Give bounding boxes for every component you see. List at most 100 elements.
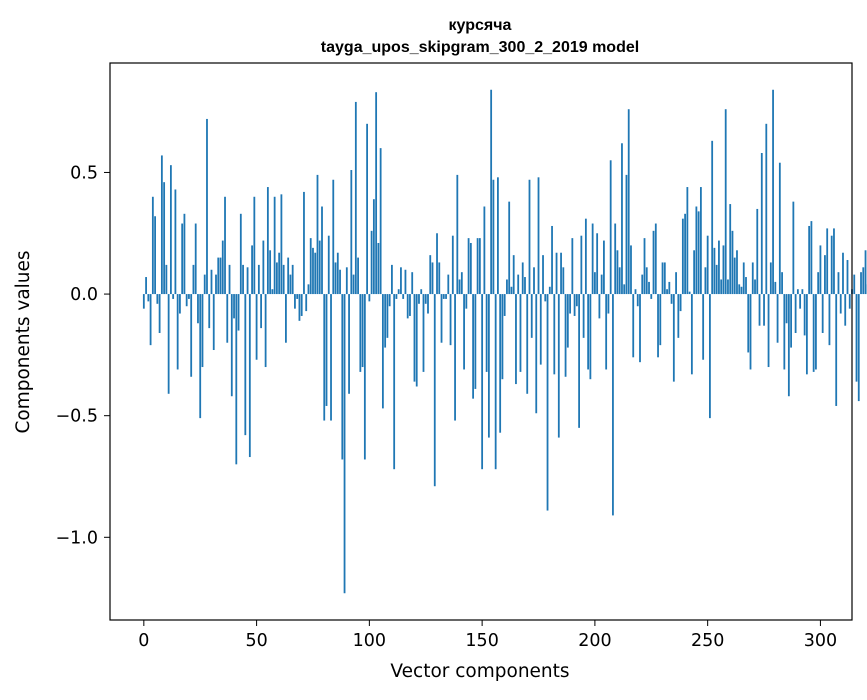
bar-12 [170,165,172,294]
chart-title: курсяча [449,17,512,34]
bar-267 [745,277,747,294]
bar-225 [650,294,652,299]
bar-195 [583,294,585,338]
bar-36 [224,197,226,294]
bar-266 [743,262,745,294]
bar-238 [680,294,682,311]
y-axis: −1.0−0.50.00.5 [56,163,111,548]
bar-242 [689,292,691,294]
bar-263 [736,250,738,294]
x-tick-label: 100 [353,631,386,651]
bar-260 [729,204,731,294]
x-tick-label: 300 [804,631,837,651]
bar-59 [276,262,278,294]
bar-38 [229,265,231,294]
bar-64 [287,258,289,294]
bar-200 [594,272,596,294]
bar-305 [831,236,833,294]
bar-320 [865,250,867,294]
bar-121 [416,294,418,386]
bar-255 [718,241,720,295]
bar-112 [396,294,398,299]
bar-256 [720,279,722,294]
bar-235 [673,294,675,382]
bar-319 [862,267,864,294]
bar-311 [844,294,846,326]
bar-188 [567,294,569,348]
bar-79 [321,207,323,295]
bar-234 [671,294,673,304]
bar-127 [429,255,431,294]
bar-110 [391,265,393,294]
bar-249 [705,267,707,294]
bar-57 [271,289,273,294]
bar-313 [849,294,851,309]
x-tick-label: 50 [245,631,267,651]
bar-83 [330,294,332,420]
bar-218 [635,289,637,294]
bar-100 [368,294,370,301]
bar-247 [700,187,702,294]
bar-163 [511,287,513,294]
bar-222 [644,238,646,294]
bar-134 [445,294,447,299]
bar-28 [206,119,208,294]
bar-296 [811,221,813,294]
bar-303 [826,228,828,294]
bar-191 [574,294,576,316]
bar-261 [732,231,734,294]
bar-230 [662,262,664,294]
bar-84 [332,180,334,294]
bar-165 [515,294,517,384]
bar-97 [362,294,364,367]
bar-111 [393,294,395,469]
bar-288 [792,202,794,294]
bar-145 [470,243,472,294]
bar-219 [637,294,639,306]
bar-295 [808,226,810,294]
bar-170 [526,294,528,394]
bar-198 [589,294,591,379]
bar-164 [513,255,515,294]
bar-253 [714,248,716,294]
bar-265 [741,287,743,294]
bar-196 [585,219,587,294]
bar-17 [181,224,183,295]
bar-49 [253,197,255,294]
bar-41 [235,294,237,464]
bar-272 [756,209,758,294]
bar-241 [686,187,688,294]
bar-209 [614,224,616,295]
bar-183 [556,253,558,294]
bar-63 [285,294,287,343]
bar-119 [411,272,413,294]
bar-103 [375,92,377,294]
bar-39 [231,294,233,396]
bar-223 [646,267,648,294]
bar-287 [790,294,792,348]
bar-24 [197,294,199,323]
bar-3 [150,294,152,345]
bar-171 [529,180,531,294]
bar-204 [603,241,605,295]
bar-194 [580,236,582,294]
bar-246 [698,211,700,294]
bar-203 [601,275,603,294]
bar-177 [542,255,544,294]
bar-193 [578,294,580,428]
bar-202 [599,294,601,318]
bar-109 [389,294,391,306]
x-axis-label: Vector components [390,661,569,682]
bar-245 [695,207,697,295]
bar-312 [847,260,849,294]
bar-117 [407,294,409,318]
bar-161 [506,279,508,294]
bar-310 [842,253,844,294]
bar-205 [605,294,607,369]
bar-269 [750,294,752,369]
bar-239 [682,219,684,294]
bar-13 [172,294,174,299]
y-axis-label: Components values [13,250,34,433]
bar-148 [477,238,479,294]
bar-290 [797,289,799,294]
